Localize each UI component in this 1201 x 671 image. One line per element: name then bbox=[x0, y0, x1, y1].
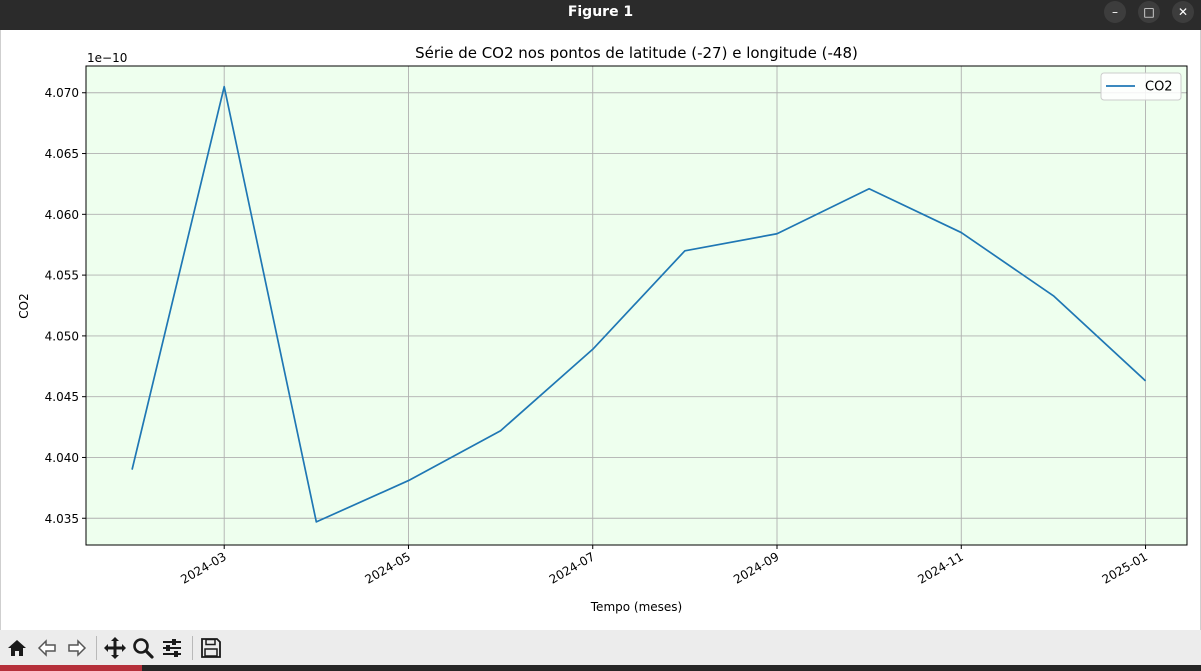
configure-subplots-icon bbox=[163, 639, 181, 657]
x-tick-label: 2024-03 bbox=[178, 549, 228, 586]
y-tick-label: 4.070 bbox=[45, 86, 79, 100]
y-tick-label: 4.045 bbox=[45, 390, 79, 404]
save-icon bbox=[201, 638, 221, 658]
back-arrow-icon bbox=[37, 639, 56, 657]
x-axis-ticks: 2024-03 2024-05 2024-07 2024-09 2024-11 2025-… bbox=[178, 545, 1150, 587]
configure-subplots-button[interactable] bbox=[159, 635, 185, 661]
y-tick-label: 4.060 bbox=[45, 208, 79, 222]
series-layer bbox=[131, 85, 1147, 523]
y-offset-label: 1e−10 bbox=[87, 51, 127, 65]
close-button[interactable]: ✕ bbox=[1172, 1, 1194, 23]
legend-box bbox=[1100, 72, 1182, 101]
status-accent bbox=[0, 665, 142, 671]
legend-label-co2: CO2 bbox=[1145, 80, 1173, 95]
x-axis-label: Tempo (meses) bbox=[590, 600, 682, 614]
y-tick-label: 4.050 bbox=[45, 329, 79, 343]
toolbar-separator bbox=[96, 636, 97, 660]
series-line-co2 bbox=[131, 85, 1147, 523]
minimize-button[interactable]: – bbox=[1104, 1, 1126, 23]
home-icon bbox=[8, 640, 26, 656]
zoom-button[interactable] bbox=[130, 635, 156, 661]
forward-arrow-icon bbox=[68, 639, 87, 657]
save-button[interactable] bbox=[198, 635, 224, 661]
grid-lines bbox=[86, 66, 1187, 545]
x-tick-label: 2024-05 bbox=[363, 549, 413, 586]
line-chart: 4.035 4.040 4.045 4.050 4.055 4.060 4.065 4.070… bbox=[17, 44, 1188, 614]
y-tick-label: 4.040 bbox=[45, 451, 79, 465]
x-tick-label: 2025-01 bbox=[1100, 549, 1150, 586]
pan-button[interactable] bbox=[102, 635, 128, 661]
zoom-icon bbox=[133, 638, 154, 659]
forward-button[interactable] bbox=[64, 635, 90, 661]
window-title: Figure 1 bbox=[567, 4, 634, 20]
toolbar-separator bbox=[192, 636, 193, 660]
y-tick-label: 4.065 bbox=[45, 147, 79, 161]
x-tick-label: 2024-07 bbox=[547, 549, 597, 586]
status-bar bbox=[0, 665, 1201, 671]
chart-title: Série de CO2 nos pontos de latitude (-27… bbox=[415, 44, 858, 62]
back-button[interactable] bbox=[34, 635, 60, 661]
navigation-toolbar bbox=[0, 630, 1201, 665]
y-axis-ticks: 4.035 4.040 4.045 4.050 4.055 4.060 4.065 4.070 bbox=[45, 86, 86, 526]
plot-area bbox=[86, 66, 1187, 545]
plot-frame bbox=[85, 65, 1188, 546]
x-tick-label: 2024-11 bbox=[915, 549, 965, 586]
legend: CO2 bbox=[1100, 72, 1182, 101]
y-tick-label: 4.035 bbox=[45, 512, 79, 526]
home-button[interactable] bbox=[4, 635, 30, 661]
window-titlebar: Figure 1 – □ ✕ bbox=[0, 0, 1201, 30]
y-tick-label: 4.055 bbox=[45, 269, 79, 283]
x-tick-label: 2024-09 bbox=[731, 549, 781, 586]
maximize-button[interactable]: □ bbox=[1138, 1, 1160, 23]
y-axis-label: CO2 bbox=[17, 293, 31, 318]
pan-icon bbox=[104, 637, 126, 659]
figure-canvas[interactable]: 4.035 4.040 4.045 4.050 4.055 4.060 4.065 4.070… bbox=[0, 30, 1201, 630]
